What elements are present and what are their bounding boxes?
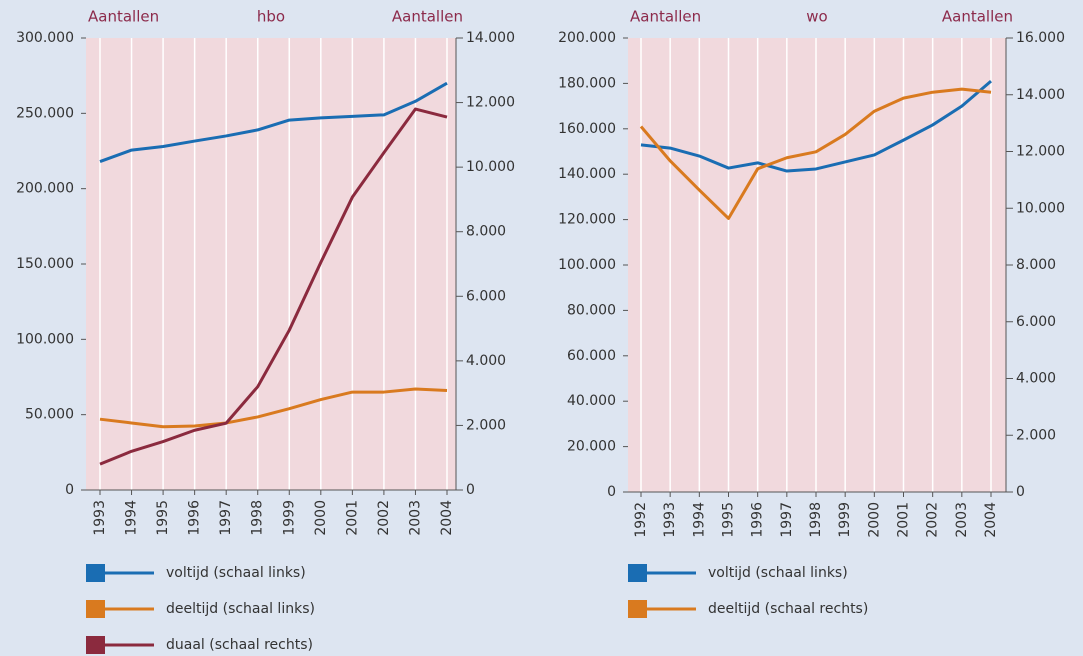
y2-tick-label: 2.000 — [1016, 427, 1056, 443]
x-tick-label: 1999 — [837, 502, 853, 538]
y-tick-label: 0 — [607, 484, 616, 500]
y2-axis-label: Aantallen — [942, 8, 1013, 26]
x-tick-label: 1996 — [187, 500, 203, 536]
y-tick-label: 150.000 — [16, 256, 74, 272]
legend-label: duaal (schaal rechts) — [166, 637, 313, 653]
plot-area — [628, 38, 1006, 492]
y-tick-label: 20.000 — [567, 439, 616, 455]
x-tick-label: 2001 — [344, 500, 360, 536]
x-tick-label: 2004 — [439, 500, 455, 536]
y-tick-label: 100.000 — [558, 257, 616, 273]
y2-tick-label: 6.000 — [466, 288, 506, 304]
y-tick-label: 0 — [65, 482, 74, 498]
y2-tick-label: 10.000 — [466, 159, 515, 175]
y-tick-label: 250.000 — [16, 105, 74, 121]
y-axis-label: Aantallen — [630, 8, 701, 26]
legend-label: voltijd (schaal links) — [166, 565, 306, 581]
y2-tick-label: 12.000 — [466, 95, 515, 111]
legend-swatch — [628, 600, 647, 618]
y2-axis-label: Aantallen — [392, 8, 463, 26]
x-tick-label: 1994 — [691, 502, 707, 538]
y-tick-label: 200.000 — [558, 30, 616, 46]
y-tick-label: 50.000 — [25, 407, 74, 423]
x-tick-label: 2001 — [896, 502, 912, 538]
y-tick-label: 40.000 — [567, 393, 616, 409]
y-axis-label: Aantallen — [88, 8, 159, 26]
y2-tick-label: 4.000 — [1016, 371, 1056, 387]
x-tick-label: 2002 — [376, 500, 392, 536]
series-line — [99, 387, 448, 429]
y-tick-label: 180.000 — [558, 75, 616, 91]
series-line — [99, 81, 448, 163]
y2-tick-label: 10.000 — [1016, 200, 1065, 216]
x-tick-label: 1999 — [281, 500, 297, 536]
x-tick-label: 1995 — [721, 502, 737, 538]
y2-tick-label: 8.000 — [1016, 257, 1056, 273]
legend-swatch — [86, 636, 105, 654]
x-tick-label: 2003 — [407, 500, 423, 536]
y2-tick-label: 12.000 — [1016, 144, 1065, 160]
y2-tick-label: 6.000 — [1016, 314, 1056, 330]
y-tick-label: 100.000 — [16, 331, 74, 347]
x-tick-label: 1998 — [250, 500, 266, 536]
x-tick-label: 2000 — [313, 500, 329, 536]
y2-tick-label: 8.000 — [466, 224, 506, 240]
legend-swatch — [86, 600, 105, 618]
x-tick-label: 2004 — [983, 502, 999, 538]
chart-title: wo — [806, 8, 827, 26]
x-tick-label: 1993 — [662, 502, 678, 538]
x-tick-label: 2002 — [925, 502, 941, 538]
y-tick-label: 60.000 — [567, 348, 616, 364]
y-tick-label: 300.000 — [16, 30, 74, 46]
x-tick-label: 1994 — [124, 500, 140, 536]
x-tick-label: 2003 — [954, 502, 970, 538]
x-tick-label: 1996 — [750, 502, 766, 538]
legend-label: deeltijd (schaal links) — [166, 601, 315, 617]
chart-title: hbo — [257, 8, 285, 26]
y-tick-label: 120.000 — [558, 212, 616, 228]
y-tick-label: 160.000 — [558, 121, 616, 137]
x-tick-label: 2000 — [866, 502, 882, 538]
x-tick-label: 1993 — [92, 500, 108, 536]
y2-tick-label: 2.000 — [466, 417, 506, 433]
series-line — [639, 87, 992, 220]
y-tick-label: 80.000 — [567, 302, 616, 318]
plot-area — [86, 38, 456, 490]
y-tick-label: 140.000 — [558, 166, 616, 182]
legend-swatch — [628, 564, 647, 582]
y2-tick-label: 16.000 — [1016, 30, 1065, 46]
x-tick-label: 1995 — [155, 500, 171, 536]
y2-tick-label: 14.000 — [466, 30, 515, 46]
y-tick-label: 200.000 — [16, 181, 74, 197]
series-line — [640, 79, 992, 173]
legend-label: voltijd (schaal links) — [708, 565, 848, 581]
legend-label: deeltijd (schaal rechts) — [708, 601, 868, 617]
chart: Aantallen hbo Aantallen 1993 1994 1995 1996 199… — [16, 8, 515, 654]
series-line — [99, 107, 448, 466]
y2-tick-label: 14.000 — [1016, 87, 1065, 103]
chart: Aantallen wo Aantallen 1992 1993 1994 1995 1996… — [558, 8, 1065, 618]
x-tick-label: 1992 — [633, 502, 649, 538]
legend-swatch — [86, 564, 105, 582]
x-tick-label: 1997 — [218, 500, 234, 536]
y2-tick-label: 0 — [1016, 484, 1025, 500]
x-tick-label: 1998 — [808, 502, 824, 538]
y2-tick-label: 4.000 — [466, 353, 506, 369]
x-tick-label: 1997 — [779, 502, 795, 538]
y2-tick-label: 0 — [466, 482, 475, 498]
